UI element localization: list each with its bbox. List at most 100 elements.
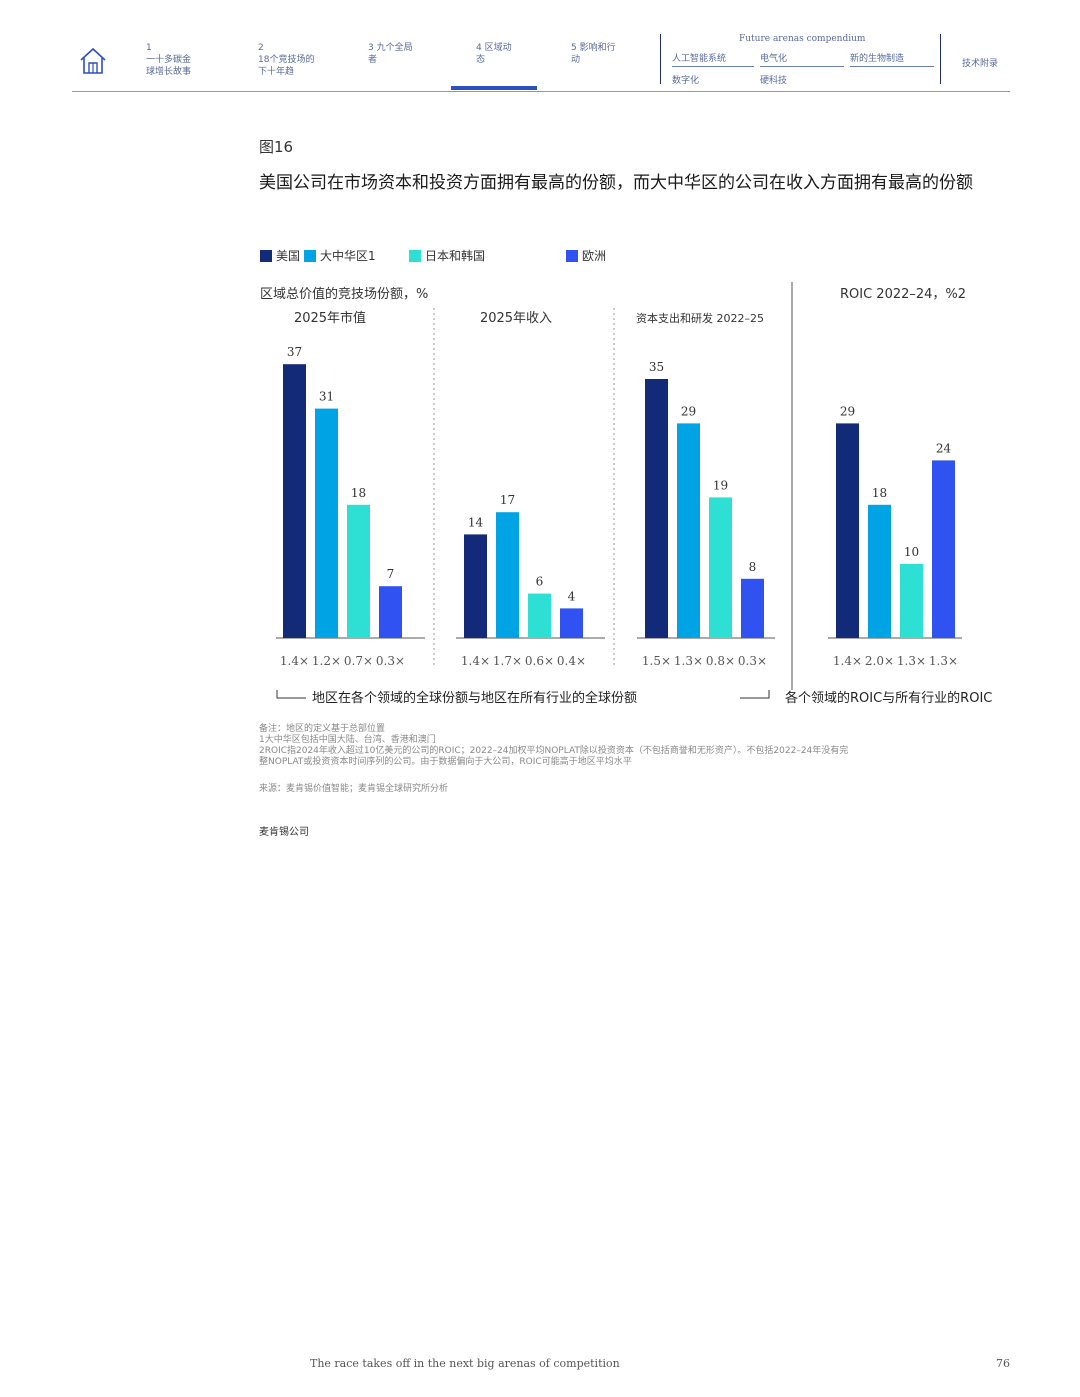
figure-title: 美国公司在市场资本和投资方面拥有最高的份额，而大中华区的公司在收入方面拥有最高的… [259,173,973,193]
note-line: 备注：地区的定义基于总部位置 [259,724,386,734]
legend-item-greater-china: 大中华区1 [304,247,376,264]
compendium-item-ai[interactable]: 人工智能系统 [672,54,727,64]
ratio-label: 1.5× [642,654,671,668]
footnote-bracket-right [740,690,770,699]
note-line: 1大中华区包括中国大陆、台湾、香港和澳门 [259,735,436,745]
page-number: 76 [996,1357,1010,1370]
bar-chart: 区域总价值的竞技场份额，% ROIC 2022–24，%2 2025年市值 37 1… [260,282,992,706]
legend-label: 日本和韩国 [425,249,486,263]
legend-swatch [409,249,421,262]
ratio-label: 1.4× [833,654,862,668]
bar-value-label: 35 [649,360,664,374]
footnote-right: 各个领域的ROIC与所有行业的ROIC [785,690,992,706]
nav-item-5[interactable]: 5 影响和行 动 [571,42,616,66]
nav-item-number: 1 [146,43,152,53]
ratio-label: 0.7× [344,654,373,668]
bar-value-label: 18 [872,486,887,500]
ratio-label: 1.3× [929,654,958,668]
footer-text: The race takes off in the next big arena… [310,1357,620,1370]
ratio-label: 0.6× [525,654,554,668]
bar [315,408,338,638]
compendium-underline [760,66,844,67]
note-line: 整NOPLAT或投资资本时间序列的公司。由于数据偏向于大公司，ROIC可能高于地… [259,757,632,767]
legend-swatch [304,249,316,262]
home-icon[interactable] [78,46,108,76]
notes: 备注：地区的定义基于总部位置 1大中华区包括中国大陆、台湾、香港和澳门 2ROI… [259,724,848,768]
nav-item-1[interactable]: 1 一十多碳金 球增长故事 [146,42,191,78]
compendium-item-hard-tech[interactable]: 硬科技 [760,76,788,86]
nav-separator [660,34,661,84]
top-navigation: 1 一十多碳金 球增长故事 2 18个竞技场的 下十年趋 3 九个全局 者 4 … [72,34,1010,92]
bar-value-label: 29 [681,404,696,418]
ratio-label: 1.7× [493,654,522,668]
legend-item-japan-korea: 日本和韩国 [409,247,485,264]
left-axis-title: 区域总价值的竞技场份额，% [260,286,428,302]
legend-item-us: 美国 [260,247,300,264]
ratio-label: 0.4× [557,654,586,668]
bar-value-label: 10 [904,545,919,559]
bar [868,504,891,638]
bar [464,534,487,638]
nav-appendix[interactable]: 技术附录 [962,59,999,69]
legend-swatch [260,249,272,262]
bar-value-label: 6 [536,575,544,589]
legend-label: 欧洲 [582,249,607,263]
compendium-item-electrification[interactable]: 电气化 [760,54,788,64]
panel-title: 资本支出和研发 2022–25 [636,311,764,325]
legend-swatch [566,249,578,262]
ratio-label: 1.4× [461,654,490,668]
panel-title: 2025年市值 [294,310,366,326]
company-name: 麦肯锡公司 [259,827,309,838]
bar-value-label: 8 [749,560,757,574]
bar-value-label: 14 [468,515,484,529]
figure-label: 图16 [259,138,294,156]
bar-value-label: 18 [351,486,366,500]
bar [528,593,551,638]
source-text: 来源：麦肯锡价值智能；麦肯锡全球研究所分析 [259,784,449,794]
ratio-label: 0.8× [706,654,735,668]
legend-label: 美国 [276,249,301,263]
legend-item-europe: 欧洲 [566,247,606,264]
bar-value-label: 7 [387,567,395,581]
bar [560,608,583,638]
compendium-title: Future arenas compendium [739,34,866,44]
nav-item-label: 4 区域动 态 [476,43,512,65]
footnote-bracket-left [276,690,306,699]
active-tab-indicator [451,86,537,90]
right-axis-title: ROIC 2022–24，%2 [840,287,966,302]
compendium-item-biomanufacturing[interactable]: 新的生物制造 [850,54,905,64]
bar [709,497,732,638]
bar [283,364,306,638]
bar [836,423,859,638]
bar-value-label: 29 [840,404,855,418]
ratio-label: 1.3× [897,654,926,668]
bar [741,578,764,638]
bar-value-label: 17 [500,493,515,507]
compendium-item-digitalization[interactable]: 数字化 [672,76,700,86]
note-line: 2ROIC指2024年收入超过10亿美元的公司的ROIC；2022–24加权平均… [259,746,849,756]
ratio-label: 1.3× [674,654,703,668]
bar [932,460,955,638]
bar [677,423,700,638]
bar [379,586,402,638]
legend-label: 大中华区1 [320,249,376,263]
bar-value-label: 24 [936,441,952,455]
nav-item-label: 5 影响和行 动 [571,43,616,65]
nav-item-label: 18个竞技场的 下十年趋 [258,55,315,77]
bar-value-label: 37 [287,345,302,359]
footnote-left: 地区在各个领域的全球份额与地区在所有行业的全球份额 [312,690,637,706]
nav-item-3[interactable]: 3 九个全局 者 [368,42,413,66]
nav-item-number: 2 [258,43,264,53]
nav-item-2[interactable]: 2 18个竞技场的 下十年趋 [258,42,314,78]
panel-title: 2025年收入 [480,311,552,326]
bar-value-label: 19 [713,478,728,492]
bar [900,564,923,638]
ratio-label: 2.0× [865,654,894,668]
compendium-underline [850,66,934,67]
nav-item-label: 一十多碳金 球增长故事 [146,55,192,77]
bar-value-label: 31 [319,390,334,404]
nav-separator [940,34,941,84]
ratio-label: 1.2× [312,654,341,668]
nav-item-4[interactable]: 4 区域动 态 [476,42,512,66]
compendium-underline [672,66,754,67]
